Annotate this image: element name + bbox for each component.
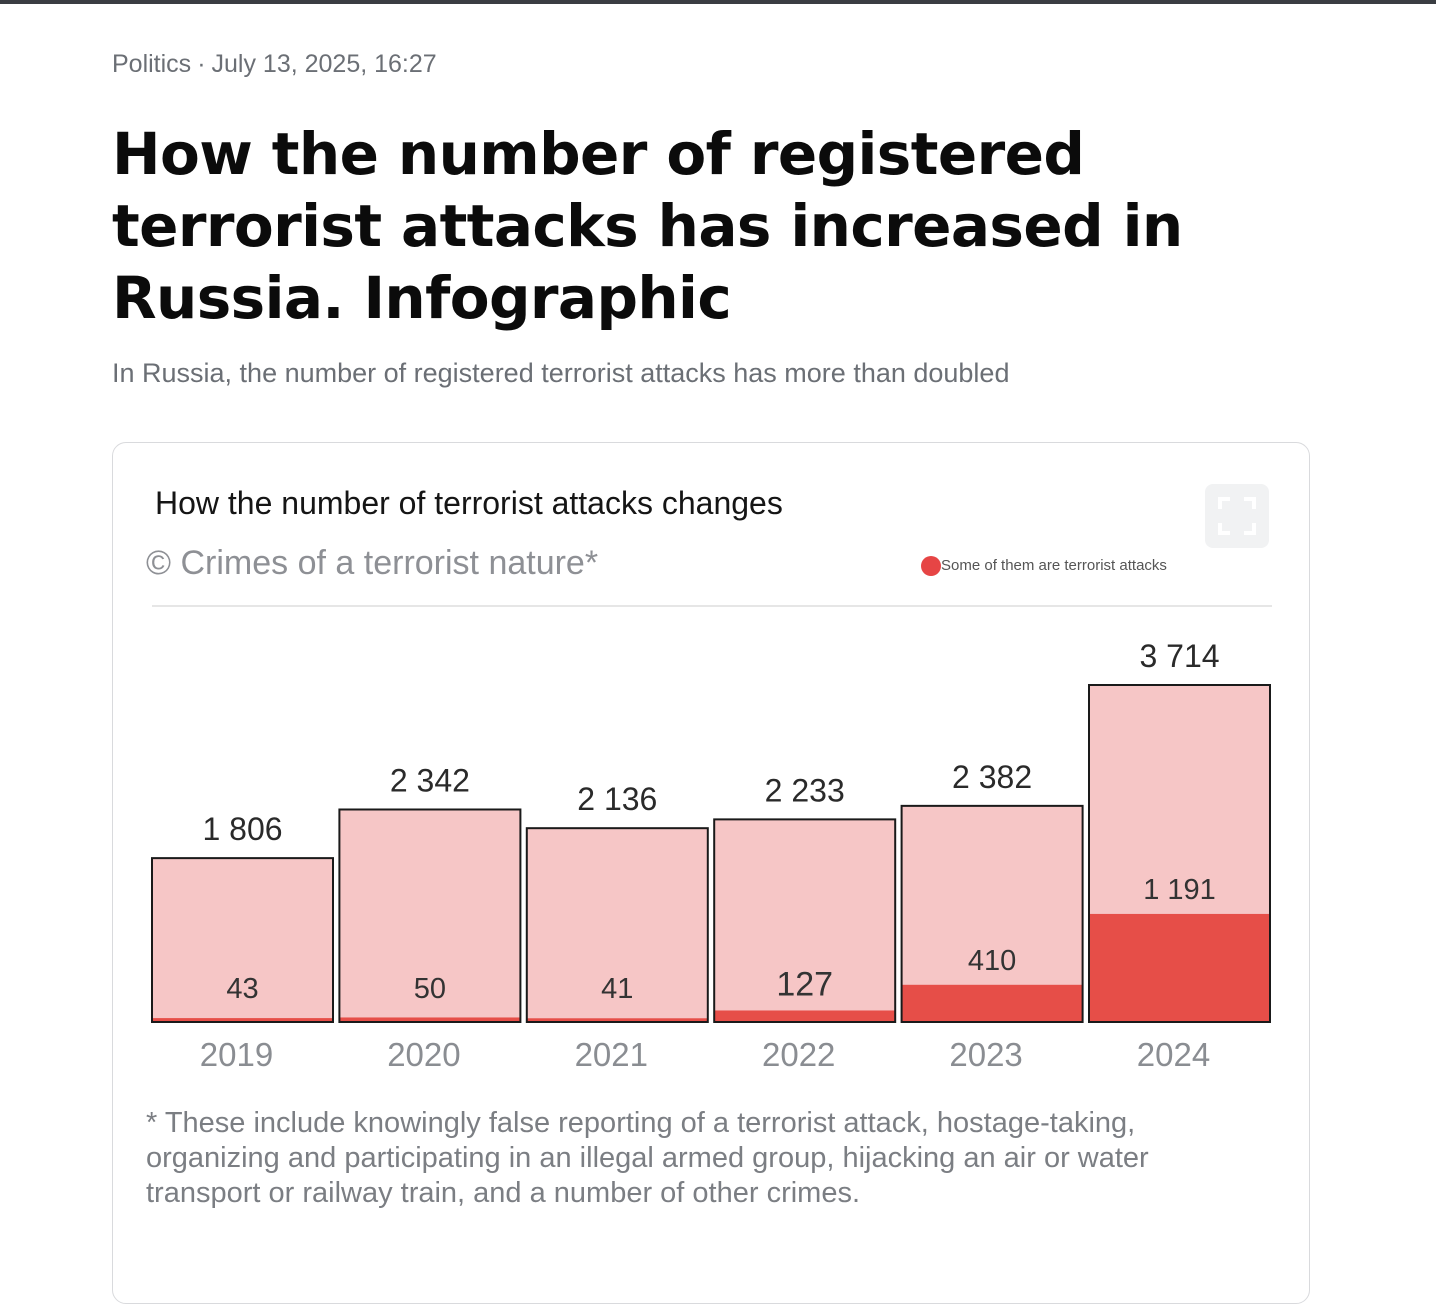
- publish-datetime: July 13, 2025, 16:27: [211, 50, 437, 78]
- article-meta: Politics · July 13, 2025, 16:27: [112, 50, 437, 79]
- bar-terrorist-2019: [152, 1018, 333, 1022]
- bar-terrorist-2022: [714, 1010, 896, 1022]
- chart-footnote: * These include knowingly false reportin…: [146, 1107, 1149, 1209]
- terrorist-value-label: 41: [601, 973, 633, 1005]
- top-bar: [0, 0, 1436, 4]
- bar-total-2019: [152, 858, 333, 1022]
- total-value-label: 2 382: [952, 759, 1032, 795]
- terrorist-value-label: 50: [414, 973, 446, 1005]
- x-tick-label: 2022: [762, 1036, 835, 1073]
- bar-terrorist-2023: [901, 984, 1083, 1022]
- total-value-label: 2 233: [765, 772, 845, 808]
- legend-label: Some of them are terrorist attacks: [941, 557, 1167, 574]
- article-headline: How the number of registered terrorist a…: [112, 120, 1183, 332]
- x-tick-label: 2024: [1137, 1036, 1210, 1073]
- chart-title: How the number of terrorist attacks chan…: [155, 485, 783, 521]
- bar-total-2020: [339, 809, 521, 1022]
- bar-outline-2019: [151, 857, 334, 1023]
- total-value-label: 2 136: [577, 781, 657, 817]
- total-value-label: 1 806: [202, 811, 282, 847]
- x-tick-label: 2023: [949, 1036, 1022, 1073]
- bar-outline-2022: [713, 818, 897, 1024]
- legend-swatch: [921, 556, 941, 576]
- x-tick-label: 2020: [387, 1036, 460, 1073]
- bar-total-2021: [526, 828, 708, 1022]
- bar-outline-2020: [338, 808, 522, 1023]
- section-link[interactable]: Politics: [112, 50, 192, 78]
- terrorist-value-label: 410: [968, 945, 1016, 977]
- terrorist-value-label: 43: [226, 973, 258, 1005]
- bar-total-2022: [714, 819, 896, 1022]
- meta-separator: ·: [197, 50, 206, 78]
- divider: [152, 605, 1272, 607]
- x-tick-label: 2021: [575, 1036, 648, 1073]
- bar-terrorist-2020: [339, 1017, 521, 1022]
- bar-chart: 1 806 43 2019 2 342 50 2020 2 136 41 2021 2 233 12…: [151, 638, 1271, 1073]
- bar-terrorist-2021: [526, 1018, 708, 1022]
- chart-subtitle: © Crimes of a terrorist nature*: [146, 544, 599, 582]
- bar-terrorist-2024: [1089, 913, 1270, 1022]
- article-lead: In Russia, the number of registered terr…: [112, 358, 1010, 388]
- total-value-label: 2 342: [390, 762, 470, 798]
- bar-outline-2023: [900, 804, 1084, 1023]
- bar-outline-2024: [1088, 684, 1271, 1023]
- fullscreen-icon: [1218, 497, 1256, 535]
- x-tick-label: 2019: [200, 1036, 273, 1073]
- terrorist-value-label: 127: [776, 965, 833, 1003]
- total-value-label: 3 714: [1139, 638, 1219, 674]
- terrorist-value-label: 1 191: [1143, 874, 1216, 906]
- bar-outline-2021: [525, 827, 709, 1023]
- fullscreen-button[interactable]: [1205, 484, 1269, 548]
